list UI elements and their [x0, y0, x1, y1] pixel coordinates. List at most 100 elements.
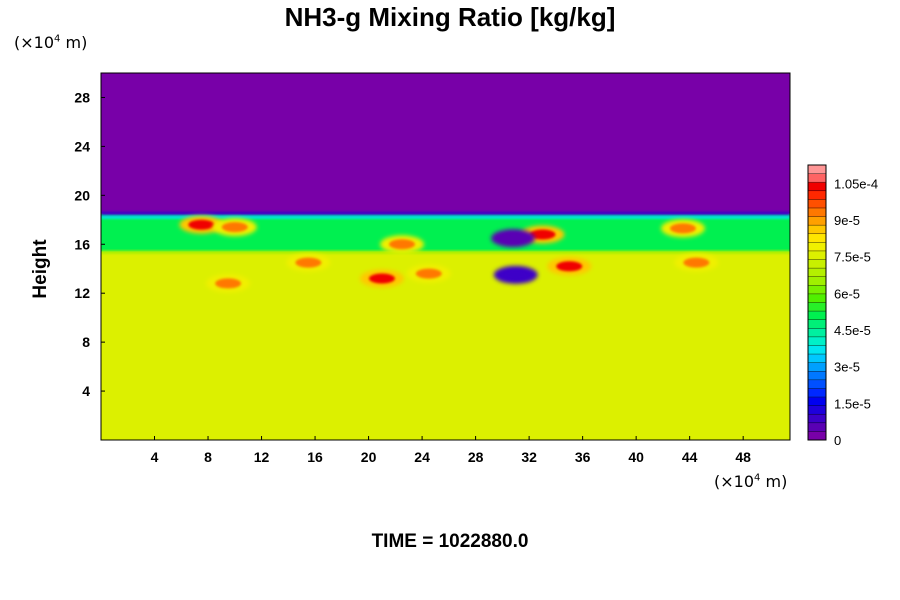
boundary-band-mid: [101, 250, 790, 254]
colorbar-swatch-31: [808, 165, 826, 174]
feature-core-11: [502, 269, 529, 280]
boundary-band-top: [101, 211, 790, 216]
x-tick-label-4: 20: [361, 449, 377, 465]
feature-core-10: [669, 223, 696, 234]
y-tick-label-2: 12: [74, 285, 90, 301]
feature-5: [406, 264, 451, 283]
colorbar-label-3: 4.5e-5: [834, 323, 871, 338]
y-tick-label-0: 4: [82, 383, 90, 399]
colorbar-swatch-1: [808, 422, 826, 432]
y-tick-label-6: 28: [74, 89, 90, 105]
feature-core-4: [368, 273, 395, 284]
feature-core-3: [295, 257, 322, 268]
y-tick-label-5: 24: [74, 138, 90, 154]
colorbar: 0 1.5e-5 3e-5 4.5e-5 6e-5 7.5e-5 9e-5 1.05e-4: [807, 164, 878, 448]
colorbar-label-5: 7.5e-5: [834, 250, 871, 265]
colorbar-swatch-22: [808, 242, 826, 252]
colorbar-swatch-20: [808, 259, 826, 269]
colorbar-label-0: 0: [834, 433, 841, 448]
feature-core-5: [415, 268, 442, 279]
y-axis: 4 8 12 16 20 24 28: [74, 89, 105, 399]
colorbar-swatch-15: [808, 302, 826, 312]
colorbar-swatch-24: [808, 225, 826, 235]
colorbar-swatch-29: [808, 182, 826, 192]
x-axis: 4 8 12 16 20 24 28 32 36 40 44 48: [151, 436, 751, 465]
colorbar-swatch-13: [808, 319, 826, 329]
feature-10: [660, 219, 705, 238]
feature-0: [206, 274, 251, 293]
colorbar-swatch-28: [808, 190, 826, 200]
colorbar-swatch-8: [808, 362, 826, 372]
feature-8: [547, 257, 592, 276]
feature-2: [212, 218, 257, 237]
heatmap-field: [101, 73, 790, 440]
x-tick-label-11: 48: [735, 449, 751, 465]
colorbar-swatch-23: [808, 233, 826, 243]
colorbar-swatch-14: [808, 311, 826, 320]
colorbar-swatch-2: [808, 414, 826, 424]
colorbar-label-2: 3e-5: [834, 360, 860, 375]
feature-core-0: [215, 278, 242, 289]
layer-lower: [101, 251, 790, 440]
colorbar-swatch-6: [808, 379, 826, 389]
colorbar-label-6: 9e-5: [834, 213, 860, 228]
feature-1: [179, 215, 224, 234]
colorbar-frame: [807, 164, 827, 441]
colorbar-swatch-26: [808, 207, 826, 217]
feature-core-7: [529, 229, 556, 240]
x-unit-prefix: (×10: [714, 472, 755, 491]
x-tick-label-9: 40: [628, 449, 644, 465]
chart-title: NH3-g Mixing Ratio [kg/kg]: [284, 2, 616, 32]
colorbar-swatch-5: [808, 388, 826, 398]
boundary-band-top-inner: [101, 215, 790, 219]
feature-11: [493, 265, 538, 284]
x-tick-label-7: 32: [521, 449, 537, 465]
colorbar-swatch-30: [808, 173, 826, 183]
feature-core-1: [188, 219, 215, 230]
feature-core-6: [389, 239, 416, 250]
y-tick-label-4: 20: [74, 187, 90, 203]
colorbar-swatch-18: [808, 276, 826, 286]
colorbar-swatch-0: [808, 431, 826, 441]
colorbar-swatch-3: [808, 405, 826, 415]
colorbar-label-1: 1.5e-5: [834, 396, 871, 411]
time-label: TIME = 1022880.0: [371, 531, 529, 552]
plot-frame: [100, 72, 791, 441]
colorbar-swatch-4: [808, 397, 826, 406]
feature-6: [380, 235, 425, 254]
colorbar-swatch-9: [808, 354, 826, 363]
layer-upper: [101, 73, 790, 214]
x-tick-label-6: 28: [468, 449, 484, 465]
x-unit-label: (×104 m): [714, 472, 787, 491]
feature-core-9: [683, 257, 710, 268]
x-unit-suffix: m): [760, 472, 788, 491]
colorbar-label-7: 1.05e-4: [834, 176, 878, 191]
y-unit-label: (×104 m): [14, 33, 87, 52]
feature-core-12: [500, 233, 527, 244]
x-tick-label-1: 8: [204, 449, 212, 465]
feature-core-2: [221, 222, 248, 233]
feature-core-8: [556, 261, 583, 272]
colorbar-label-4: 6e-5: [834, 286, 860, 301]
colorbar-swatch-25: [808, 216, 826, 226]
x-tick-label-10: 44: [682, 449, 698, 465]
colorbar-swatch-11: [808, 336, 826, 346]
feature-3: [286, 253, 331, 272]
feature-12: [491, 229, 536, 248]
feature-9: [674, 253, 719, 272]
x-tick-label-5: 24: [414, 449, 430, 465]
x-tick-label-8: 36: [575, 449, 591, 465]
y-tick-label-3: 16: [74, 236, 90, 252]
colorbar-swatch-21: [808, 250, 826, 260]
x-tick-label-3: 16: [307, 449, 323, 465]
feature-4: [359, 269, 404, 288]
colorbar-swatch-19: [808, 268, 826, 278]
x-tick-label-2: 12: [254, 449, 270, 465]
y-unit-prefix: (×10: [14, 33, 55, 52]
x-unit-exponent: 4: [754, 472, 761, 484]
colorbar-swatch-12: [808, 328, 826, 338]
x-tick-label-0: 4: [151, 449, 159, 465]
colorbar-swatch-17: [808, 285, 826, 295]
y-unit-exponent: 4: [54, 33, 61, 45]
colorbar-swatch-16: [808, 293, 826, 303]
